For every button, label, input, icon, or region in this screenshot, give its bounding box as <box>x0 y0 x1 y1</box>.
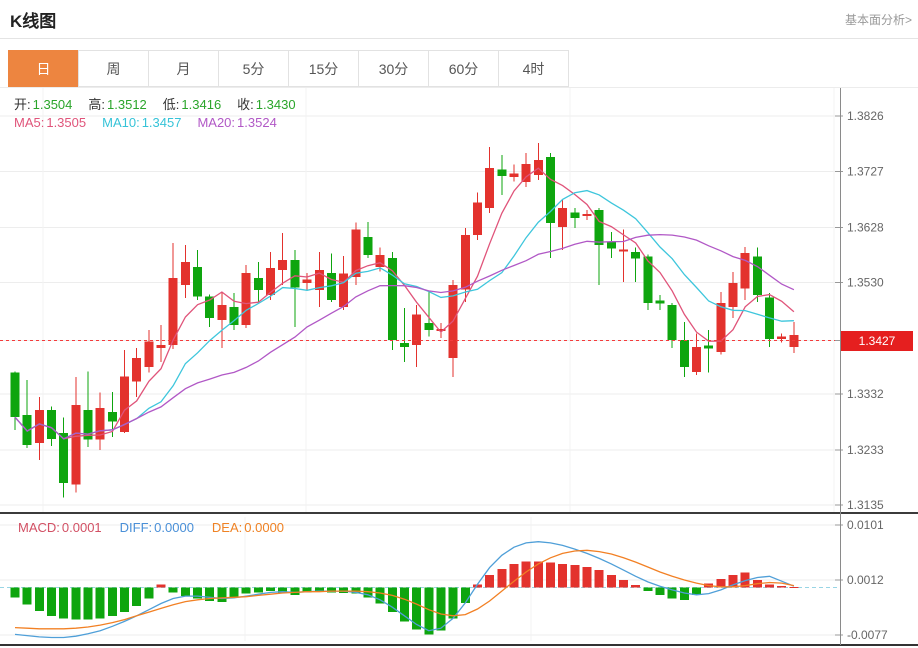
ma20-line <box>14 233 795 440</box>
fundamental-analysis-link[interactable]: 基本面分析> <box>844 13 912 27</box>
tab-5min[interactable]: 5分 <box>218 50 289 87</box>
ma5-line <box>14 167 795 440</box>
diff-line <box>14 541 795 639</box>
tab-month[interactable]: 月 <box>148 50 219 87</box>
interval-tab-bar: 日周月 5分 15分 30分 60分 4时 <box>8 50 569 87</box>
svg-text:0.0101: 0.0101 <box>847 518 884 532</box>
page-title: K线图 <box>10 12 57 31</box>
svg-text:1.3727: 1.3727 <box>847 165 884 179</box>
svg-text:0.0012: 0.0012 <box>847 573 884 587</box>
svg-text:1.3530: 1.3530 <box>847 276 884 290</box>
header-divider <box>0 38 918 39</box>
macd-chart[interactable]: 0.0101 0.0012 -0.0077 <box>0 513 918 645</box>
dea-line <box>14 549 795 630</box>
ma10-line <box>14 189 794 440</box>
tab-4hour[interactable]: 4时 <box>498 50 569 87</box>
macd-histogram <box>10 561 799 635</box>
svg-text:1.3135: 1.3135 <box>847 498 884 512</box>
svg-text:1.3233: 1.3233 <box>847 443 884 457</box>
svg-text:1.3628: 1.3628 <box>847 220 884 234</box>
tab-day[interactable]: 日 <box>8 50 79 87</box>
candles <box>10 143 799 498</box>
price-axis-line <box>840 88 841 645</box>
svg-text:-0.0077: -0.0077 <box>847 628 888 642</box>
svg-text:1.3826: 1.3826 <box>847 109 884 123</box>
tab-week[interactable]: 周 <box>78 50 149 87</box>
tabbar-bottom-border <box>0 87 918 88</box>
main-candlestick-chart[interactable]: 1.3826 1.3727 1.3628 1.3530 1.3332 1.3233 1.31… <box>0 88 918 513</box>
chart-bottom-border <box>0 644 918 646</box>
svg-text:1.3332: 1.3332 <box>847 387 884 401</box>
pane-divider <box>0 512 918 514</box>
tab-30min[interactable]: 30分 <box>358 50 429 87</box>
tab-60min[interactable]: 60分 <box>428 50 499 87</box>
tab-15min[interactable]: 15分 <box>288 50 359 87</box>
